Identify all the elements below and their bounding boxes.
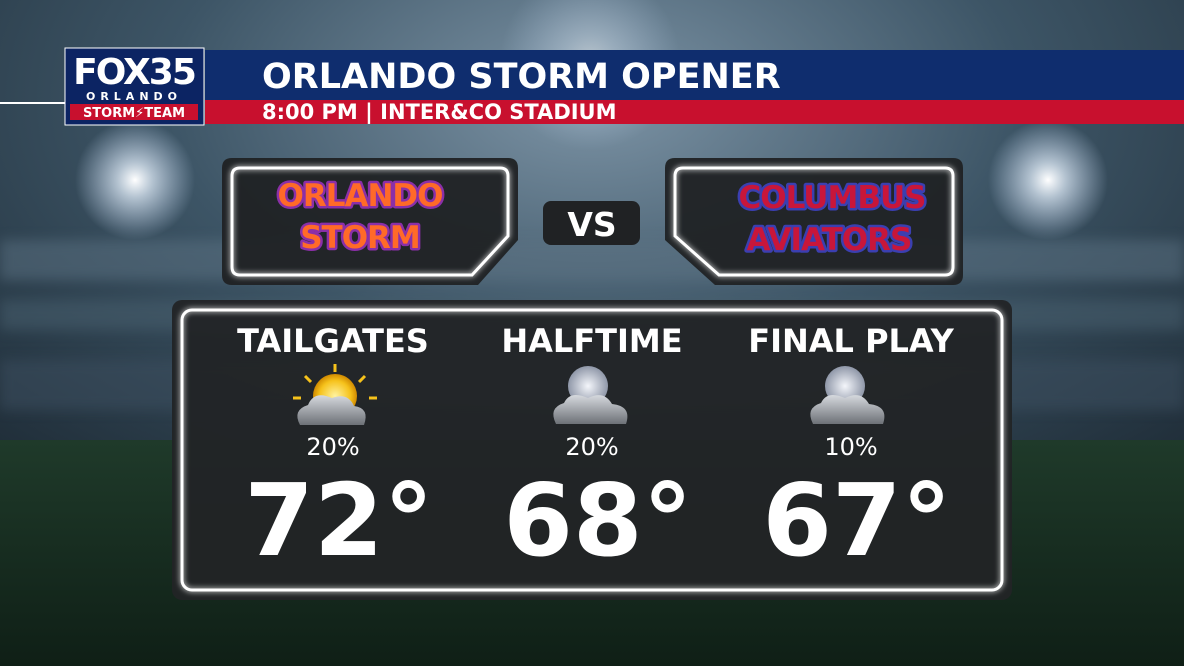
icon-moon-cloud [810, 366, 885, 424]
precip-chance: 20% [565, 433, 618, 461]
precip-chance: 10% [824, 433, 877, 461]
away-team: AVIATORS [747, 222, 912, 258]
temperature: 67° [762, 462, 951, 579]
vs: VS [567, 205, 616, 244]
logo-team: STORM⚡TEAM [83, 106, 185, 121]
home-box [222, 158, 518, 285]
title-bar [205, 50, 1184, 100]
period-name: HALFTIME [501, 322, 682, 360]
away-outline [673, 166, 955, 277]
away-box [665, 158, 963, 285]
icon-sun-cloud [293, 364, 377, 425]
logo-city: ORLANDO [86, 90, 182, 103]
temperature: 72° [244, 462, 433, 579]
logo-team-bg [70, 104, 198, 120]
home-team: STORM [300, 220, 420, 256]
icon-moon-cloud [553, 366, 628, 424]
subtitle-bar [205, 100, 1184, 124]
home-outline [230, 166, 510, 277]
vs-box [543, 201, 640, 245]
temperature: 68° [503, 462, 692, 579]
forecast-outline [180, 308, 1004, 592]
away-team: COLUMBUS [739, 180, 926, 216]
period-name: TAILGATES [237, 322, 429, 360]
title: ORLANDO STORM OPENER [262, 57, 781, 97]
forecast-panel [172, 300, 1012, 600]
subtitle: 8:00 PM | INTER&CO STADIUM [262, 100, 617, 125]
home-team: ORLANDO [278, 178, 443, 214]
period-name: FINAL PLAY [748, 322, 954, 360]
logo-brand: FOX35 [73, 52, 195, 93]
precip-chance: 20% [306, 433, 359, 461]
